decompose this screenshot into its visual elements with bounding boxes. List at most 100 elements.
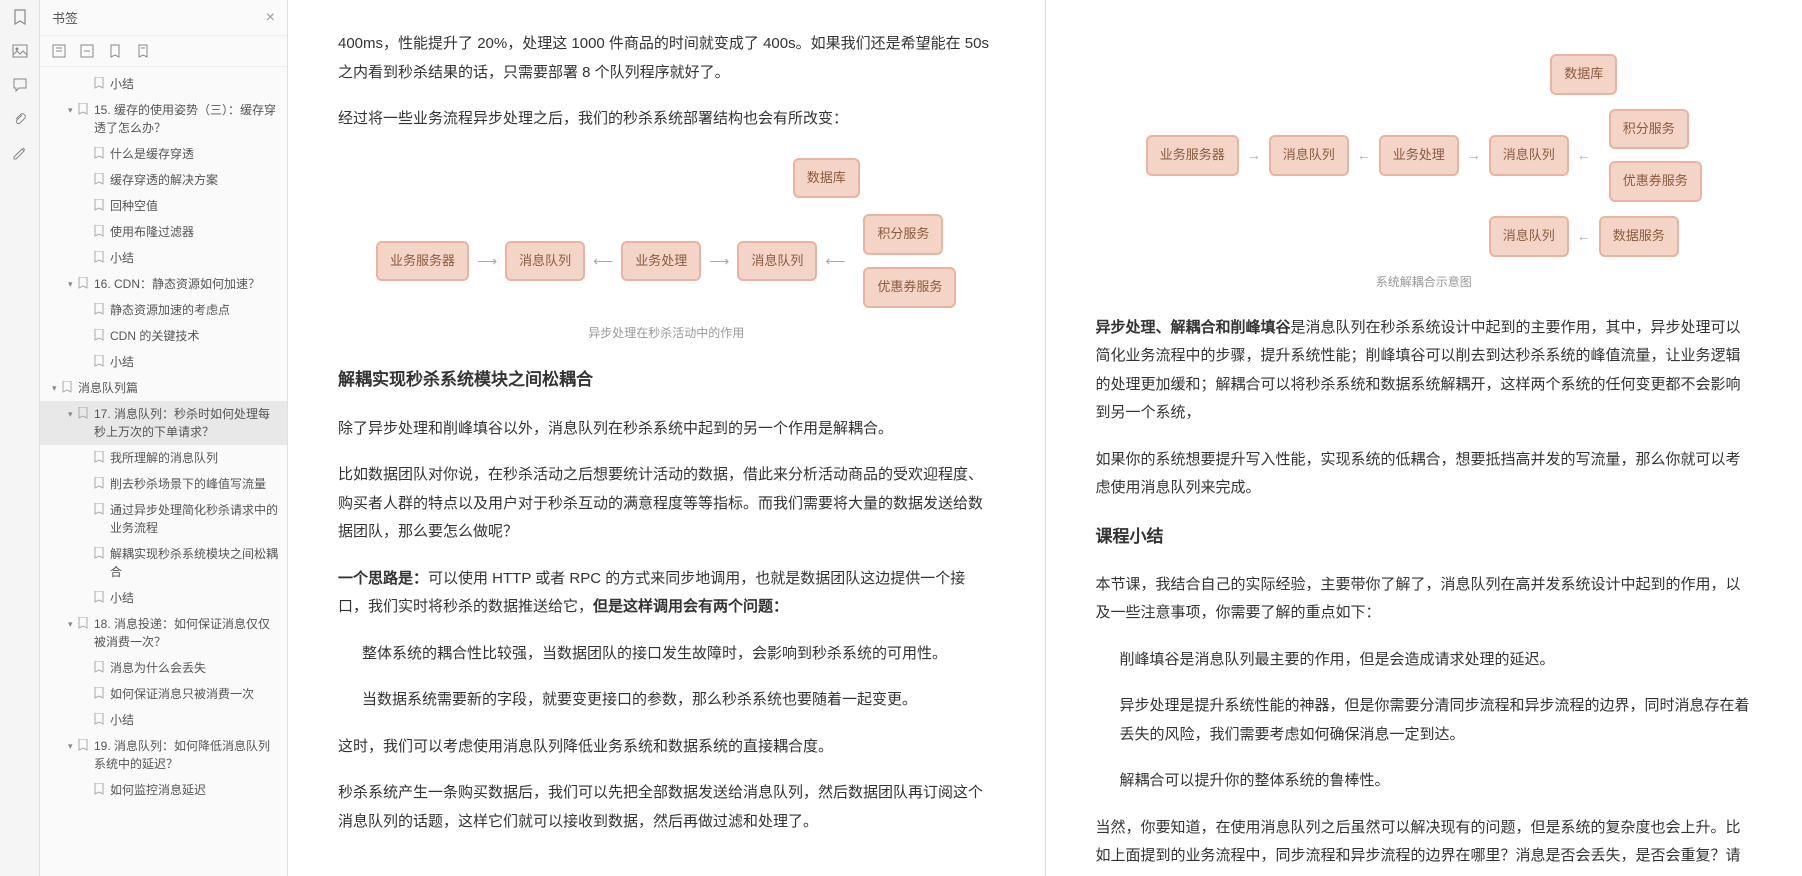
diagram-node: 消息队列 (1489, 216, 1569, 257)
tree-label: 18. 消息投递：如何保证消息仅仅被消费一次？ (94, 615, 279, 651)
paragraph: 经过将一些业务流程异步处理之后，我们的秒杀系统部署结构也会有所改变： (338, 105, 995, 134)
tree-label: 削去秒杀场景下的峰值写流量 (110, 475, 266, 493)
tree-node[interactable]: 通过异步处理简化秒杀请求中的业务流程 (40, 497, 287, 541)
bookmark-small-icon (94, 451, 106, 463)
arrow-icon: → (1467, 142, 1481, 169)
tree-node[interactable]: 什么是缓存穿透 (40, 141, 287, 167)
tree-node[interactable]: 缓存穿透的解决方案 (40, 167, 287, 193)
bookmark-small-icon (94, 173, 106, 185)
tree-node[interactable]: ▾ 19. 消息队列：如何降低消息队列系统中的延迟？ (40, 733, 287, 777)
tree-node[interactable]: 小结 (40, 245, 287, 271)
tree-label: 如何保证消息只被消费一次 (110, 685, 254, 703)
bookmark-small-icon (78, 277, 90, 289)
tree-label: 我所理解的消息队列 (110, 449, 218, 467)
page-left: 400ms，性能提升了 20%，处理这 1000 件商品的时间就变成了 400s… (288, 0, 1046, 876)
bookmark-small-icon (78, 617, 90, 629)
bookmark-small-icon (78, 407, 90, 419)
tree-node[interactable]: 消息为什么会丢失 (40, 655, 287, 681)
diagram-node: 业务处理 (621, 241, 701, 282)
diagram-node: 消息队列 (737, 241, 817, 282)
tree-node[interactable]: 使用布隆过滤器 (40, 219, 287, 245)
tree-node[interactable]: 我所理解的消息队列 (40, 445, 287, 471)
arrow-icon: ← (1357, 142, 1371, 169)
image-icon[interactable] (11, 42, 29, 60)
list-item: 异步处理是提升系统性能的神器，但是你需要分清同步流程和异步流程的边界，同时消息存… (1096, 692, 1753, 749)
tree-node[interactable]: 如何监控消息延迟 (40, 777, 287, 803)
tree-arrow-icon: ▾ (68, 618, 78, 632)
tree-label: 消息队列篇 (78, 379, 138, 397)
diagram-caption: 异步处理在秒杀活动中的作用 (338, 322, 995, 345)
diagram-node: 数据库 (1550, 54, 1617, 95)
bookmark-small-icon (94, 547, 106, 559)
bookmark-small-icon (94, 661, 106, 673)
tree-node[interactable]: 解耦实现秒杀系统模块之间松耦合 (40, 541, 287, 585)
bookmark-small-icon (94, 225, 106, 237)
tree-node[interactable]: ▾ 18. 消息投递：如何保证消息仅仅被消费一次？ (40, 611, 287, 655)
expand-icon[interactable] (52, 44, 66, 58)
list-item: 解耦合可以提升你的整体系统的鲁棒性。 (1096, 767, 1753, 796)
bookmark-small-icon (94, 503, 106, 515)
tree-label: 通过异步处理简化秒杀请求中的业务流程 (110, 501, 279, 537)
tree-arrow-icon: ▾ (68, 104, 78, 118)
sidebar-toolbar (40, 36, 287, 67)
tree-label: 静态资源加速的考虑点 (110, 301, 230, 319)
list-item: 当数据系统需要新的字段，就要变更接口的参数，那么秒杀系统也要随着一起变更。 (338, 686, 995, 715)
tree-label: 16. CDN：静态资源如何加速？ (94, 275, 260, 293)
bookmark-small-icon (94, 303, 106, 315)
tree-node[interactable]: ▾17. 消息队列：秒杀时如何处理每秒上万次的下单请求？ (40, 401, 287, 445)
bookmark-tag-icon[interactable] (136, 44, 150, 58)
tree-label: 15. 缓存的使用姿势（三）：缓存穿透了怎么办？ (94, 101, 279, 137)
tree-node[interactable]: 小结 (40, 585, 287, 611)
content-area: 400ms，性能提升了 20%，处理这 1000 件商品的时间就变成了 400s… (288, 0, 1802, 876)
bookmark-small-icon (94, 199, 106, 211)
bookmark-small-icon (94, 477, 106, 489)
bookmark-small-icon (62, 381, 74, 393)
bookmark-icon[interactable] (11, 8, 29, 26)
bookmark-small-icon (94, 713, 106, 725)
attachment-icon[interactable] (11, 110, 29, 128)
paragraph: 当然，你要知道，在使用消息队列之后虽然可以解决现有的问题，但是系统的复杂度也会上… (1096, 814, 1753, 876)
tree-arrow-icon: ▾ (68, 740, 78, 754)
tree-node[interactable]: 小结 (40, 71, 287, 97)
tree-node[interactable]: 回种空值 (40, 193, 287, 219)
tree-node[interactable]: 小结 (40, 349, 287, 375)
tree-label: 小结 (110, 711, 134, 729)
diagram-node: 业务服务器 (376, 241, 469, 282)
tree-node[interactable]: CDN 的关键技术 (40, 323, 287, 349)
tree-label: CDN 的关键技术 (110, 327, 199, 345)
arrow-icon: ⟵ (593, 248, 613, 275)
diagram-node: 业务处理 (1379, 135, 1459, 176)
bookmark-small-icon (94, 591, 106, 603)
comment-icon[interactable] (11, 76, 29, 94)
tree-node[interactable]: ▾ 15. 缓存的使用姿势（三）：缓存穿透了怎么办？ (40, 97, 287, 141)
icon-rail (0, 0, 40, 876)
tree-node[interactable]: 如何保证消息只被消费一次 (40, 681, 287, 707)
bookmark-small-icon (78, 739, 90, 751)
diagram-node: 业务服务器 (1146, 135, 1239, 176)
tree-node[interactable]: ▾消息队列篇 (40, 375, 287, 401)
tree-node[interactable]: 静态资源加速的考虑点 (40, 297, 287, 323)
arrow-icon: ⟶ (477, 248, 497, 275)
paragraph: 如果你的系统想要提升写入性能，实现系统的低耦合，想要抵挡高并发的写流量，那么你就… (1096, 446, 1753, 503)
collapse-icon[interactable] (80, 44, 94, 58)
tree-label: 17. 消息队列：秒杀时如何处理每秒上万次的下单请求？ (94, 405, 279, 441)
paragraph: 400ms，性能提升了 20%，处理这 1000 件商品的时间就变成了 400s… (338, 30, 995, 87)
arrow-icon: ⟵ (825, 248, 845, 275)
paragraph: 这时，我们可以考虑使用消息队列降低业务系统和数据系统的直接耦合度。 (338, 733, 995, 762)
bookmark-tree: 小结 ▾ 15. 缓存的使用姿势（三）：缓存穿透了怎么办？ 什么是缓存穿透缓存穿透的解… (40, 67, 287, 876)
bookmark-add-icon[interactable] (108, 44, 122, 58)
tree-label: 使用布隆过滤器 (110, 223, 194, 241)
paragraph: 除了异步处理和削峰填谷以外，消息队列在秒杀系统中起到的另一个作用是解耦合。 (338, 415, 995, 444)
close-icon[interactable]: × (266, 9, 275, 27)
bookmark-small-icon (94, 687, 106, 699)
edit-icon[interactable] (11, 144, 29, 162)
tree-label: 如何监控消息延迟 (110, 781, 206, 799)
tree-node[interactable]: ▾16. CDN：静态资源如何加速？ (40, 271, 287, 297)
tree-node[interactable]: 小结 (40, 707, 287, 733)
tree-label: 19. 消息队列：如何降低消息队列系统中的延迟？ (94, 737, 279, 773)
list-item: 整体系统的耦合性比较强，当数据团队的接口发生故障时，会影响到秒杀系统的可用性。 (338, 640, 995, 669)
tree-node[interactable]: 削去秒杀场景下的峰值写流量 (40, 471, 287, 497)
tree-label: 小结 (110, 589, 134, 607)
diagram-node: 积分服务 (863, 214, 943, 255)
tree-label: 缓存穿透的解决方案 (110, 171, 218, 189)
